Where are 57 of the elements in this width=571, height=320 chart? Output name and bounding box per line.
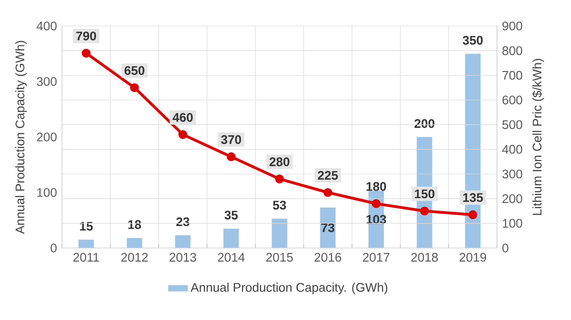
x-tick-label: 2015 <box>266 252 293 262</box>
data-label: 35 <box>224 210 238 220</box>
x-tick-label: 2014 <box>218 252 245 262</box>
data-label: 460 <box>172 112 193 122</box>
y-tick-label: 100 <box>37 188 57 197</box>
point <box>323 188 332 197</box>
data-label: 350 <box>462 36 483 45</box>
bar <box>320 207 336 248</box>
point <box>275 174 284 184</box>
y2-tick-label: 700 <box>502 70 522 80</box>
y-tick-label: 0 <box>50 244 57 252</box>
data-label: 650 <box>124 66 144 75</box>
y2-tick-label: 200 <box>502 194 522 204</box>
x-tick-label: 2017 <box>362 252 390 262</box>
y2-tick-label: 300 <box>502 170 522 178</box>
data-label: 53 <box>272 200 286 210</box>
y2-tick-label: 500 <box>502 120 522 130</box>
point <box>420 206 429 216</box>
data-label: 150 <box>414 189 434 198</box>
data-label: 225 <box>318 170 338 180</box>
y2-tick-label: 800 <box>502 46 522 56</box>
data-label: 18 <box>128 220 142 229</box>
data-label: 135 <box>463 193 483 202</box>
y2-axis-title: Lithium Ion Cell Pric ($/kWh) <box>532 58 544 215</box>
data-label: 370 <box>221 135 242 144</box>
bar <box>175 235 191 248</box>
x-tick-label: 2012 <box>121 252 148 262</box>
x-tick-label: 2016 <box>314 252 342 262</box>
y2-tick-label: 100 <box>502 218 522 228</box>
y-axis-title: Annual Production Capacity (GWh) <box>15 40 27 234</box>
data-label: 790 <box>76 32 96 40</box>
bar <box>272 218 288 248</box>
point <box>226 152 236 162</box>
y-tick-label: 200 <box>36 132 57 142</box>
point <box>82 48 91 58</box>
point <box>372 199 381 208</box>
legend-label: Annual Production Capacity. (GWh) <box>190 282 388 294</box>
point <box>468 210 478 220</box>
y-tick-label: 400 <box>36 22 57 30</box>
point <box>178 130 188 139</box>
data-label: 23 <box>176 217 190 226</box>
point <box>130 83 139 92</box>
y2-tick-label: 600 <box>502 96 522 104</box>
y2-tick-label: 900 <box>502 22 522 30</box>
bar <box>126 238 142 248</box>
x-tick-label: 2011 <box>73 252 99 262</box>
x-tick-label: 2013 <box>170 252 196 262</box>
y2-tick-label: 400 <box>502 144 522 154</box>
bar <box>223 228 239 248</box>
data-label: 73 <box>321 223 334 232</box>
x-tick-label: 2018 <box>411 252 438 262</box>
y-tick-label: 300 <box>36 77 57 86</box>
y2-tick-label: 0 <box>502 244 508 252</box>
bar <box>78 240 94 248</box>
x-tick-label: 2019 <box>460 252 486 262</box>
data-label: 280 <box>270 157 290 166</box>
data-label: 180 <box>366 182 386 191</box>
